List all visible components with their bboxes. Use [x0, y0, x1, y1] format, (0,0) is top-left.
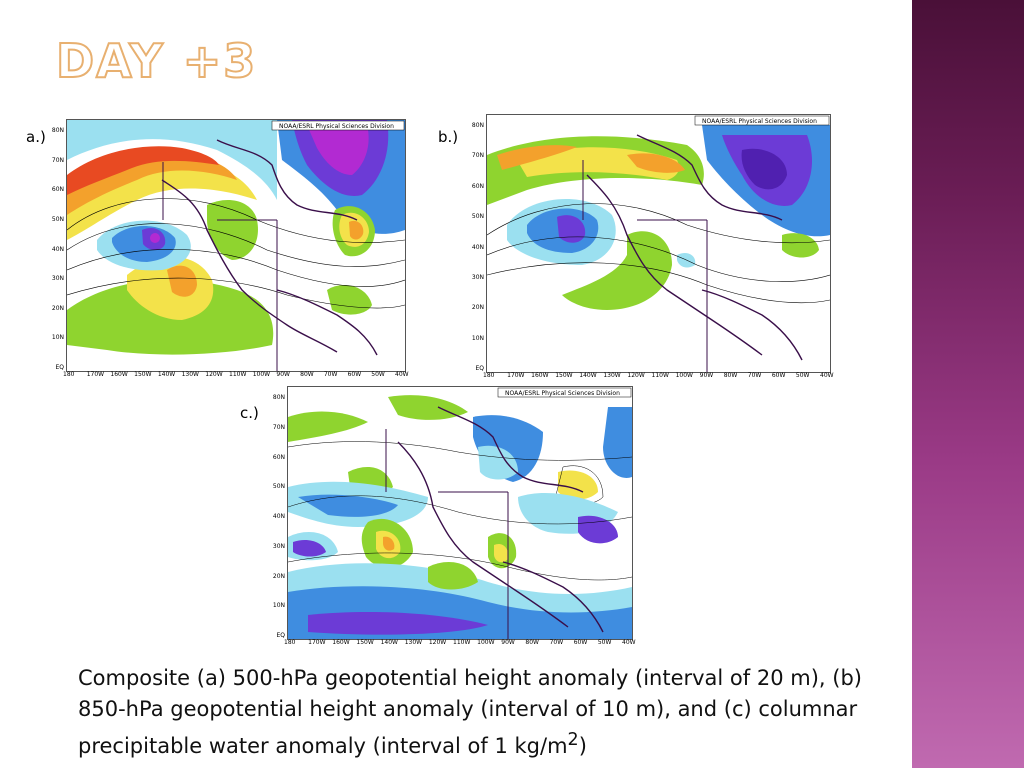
lon-tick-label: 130W: [181, 371, 199, 378]
lat-tick-label: 20N: [51, 304, 64, 312]
lon-tick-label: 160W: [531, 372, 549, 379]
lon-tick-label: 80W: [300, 371, 314, 378]
lon-tick-label: 90W: [276, 371, 290, 378]
lat-tick-label: 60N: [272, 453, 285, 461]
lon-tick-label: 110W: [229, 371, 247, 378]
lon-tick-label: 50W: [597, 639, 612, 646]
map-panel-a: NOAA/ESRL Physical Sciences Division: [66, 119, 406, 372]
lon-tick-label: 110W: [453, 639, 471, 646]
lon-tick-label: 40W: [395, 371, 409, 378]
lon-tick-label: 50W: [795, 372, 810, 379]
lat-tick-label: 80N: [272, 394, 285, 401]
slide-title: Day +3: [55, 34, 258, 88]
lon-tick-label: 140W: [157, 371, 176, 378]
lat-tick-label: 30N: [471, 273, 484, 281]
lon-tick-label: 80W: [525, 639, 539, 646]
lat-tick-label: 70N: [51, 156, 64, 164]
lat-tick-label: 10N: [471, 334, 484, 342]
map-b-credit: NOAA/ESRL Physical Sciences Division: [702, 118, 817, 125]
lat-tick-label: 50N: [471, 213, 484, 221]
lon-tick-label: 60W: [771, 372, 786, 379]
lat-tick-label: 30N: [51, 275, 64, 283]
lon-tick-label: 40W: [820, 372, 834, 379]
lat-tick-label: 20N: [272, 572, 285, 580]
lat-tick-label: 50N: [51, 215, 64, 223]
lat-tick-label: 70N: [471, 152, 484, 160]
lat-tick-label: 10N: [272, 602, 285, 610]
panel-c-label: c.): [240, 404, 259, 422]
lat-tick-label: EQ: [55, 364, 64, 371]
lon-tick-label: 130W: [404, 639, 423, 646]
panel-a-label: a.): [26, 128, 46, 146]
caption-end: ): [578, 734, 587, 758]
lon-tick-label: 150W: [555, 372, 573, 379]
lon-tick-label: 60W: [347, 371, 362, 378]
lon-tick-label: 170W: [507, 372, 525, 379]
lon-tick-label: 180: [63, 371, 75, 378]
map-panel-b: NOAA/ESRL Physical Sciences Division: [486, 114, 831, 373]
lon-tick-label: 180: [284, 639, 296, 646]
lon-tick-label: 160W: [332, 639, 350, 646]
lon-tick-label: 100W: [477, 639, 495, 646]
lon-tick-label: 140W: [380, 639, 398, 646]
lat-tick-label: 80N: [51, 127, 64, 134]
lat-tick-label: EQ: [276, 632, 285, 639]
lat-tick-label: 50N: [272, 483, 285, 491]
lon-tick-label: 70W: [549, 639, 564, 646]
lat-tick-label: 10N: [51, 334, 64, 342]
lat-tick-label: 20N: [471, 304, 484, 312]
lat-tick-label: 60N: [51, 186, 64, 194]
caption-superscript: 2: [567, 730, 579, 750]
lat-tick-label: 40N: [51, 245, 64, 253]
caption-text: Composite (a) 500-hPa geopotential heigh…: [78, 666, 862, 758]
lat-tick-label: 40N: [471, 243, 484, 251]
lon-tick-label: 40W: [622, 639, 636, 646]
lat-tick-label: 40N: [272, 513, 285, 520]
lon-tick-label: 160W: [110, 371, 128, 378]
lon-tick-label: 50W: [371, 371, 385, 378]
map-c-credit: NOAA/ESRL Physical Sciences Division: [505, 390, 620, 397]
lat-tick-label: 70N: [272, 423, 285, 431]
lat-tick-label: 60N: [471, 182, 484, 190]
lon-tick-label: 180: [483, 372, 495, 379]
lon-tick-label: 120W: [205, 371, 223, 378]
lon-tick-label: 130W: [603, 372, 621, 379]
lon-tick-label: 170W: [86, 371, 105, 378]
decorative-sidebar: [912, 0, 1024, 768]
lon-tick-label: 60W: [573, 639, 588, 646]
slide-caption: Composite (a) 500-hPa geopotential heigh…: [78, 663, 868, 762]
lat-tick-label: EQ: [475, 365, 484, 372]
panel-b-label: b.): [438, 128, 459, 146]
lon-tick-label: 70W: [323, 371, 338, 378]
lon-tick-label: 100W: [675, 372, 693, 379]
lon-tick-label: 110W: [651, 372, 669, 379]
lat-tick-label: 80N: [471, 122, 484, 129]
map-a-credit: NOAA/ESRL Physical Sciences Division: [279, 123, 394, 130]
lon-tick-label: 120W: [627, 372, 645, 379]
lon-tick-label: 90W: [699, 372, 714, 379]
lat-tick-label: 30N: [272, 542, 285, 550]
lon-tick-label: 150W: [134, 371, 152, 378]
lon-tick-label: 150W: [356, 639, 374, 646]
lon-tick-label: 170W: [308, 639, 326, 646]
lon-tick-label: 80W: [723, 372, 738, 379]
lon-tick-label: 120W: [428, 639, 447, 646]
lon-tick-label: 140W: [579, 372, 597, 379]
lon-tick-label: 90W: [501, 639, 515, 646]
lon-tick-label: 100W: [252, 371, 271, 378]
lon-tick-label: 70W: [747, 372, 762, 379]
map-panel-c: NOAA/ESRL Physical Sciences Division: [287, 386, 633, 640]
